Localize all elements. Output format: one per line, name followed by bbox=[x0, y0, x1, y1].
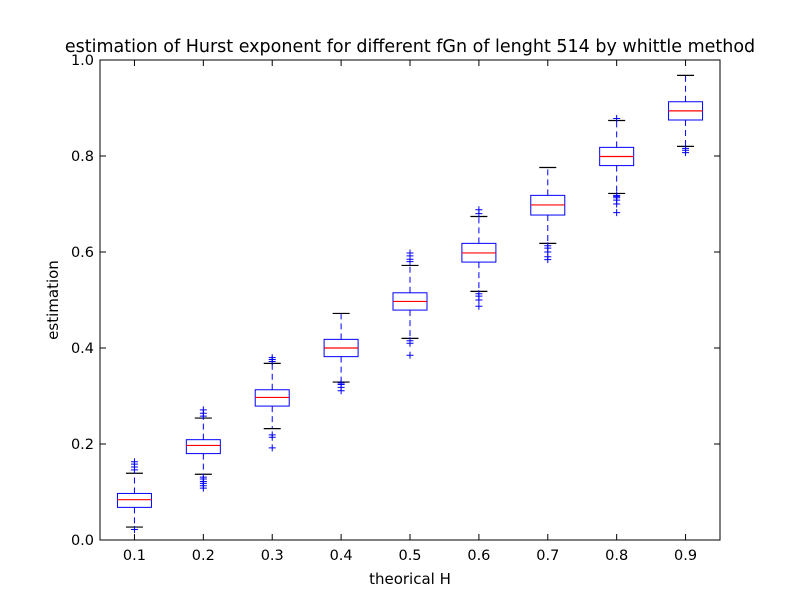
outlier-point bbox=[268, 431, 276, 439]
outlier-point bbox=[613, 115, 621, 123]
outlier-point bbox=[406, 249, 414, 257]
outlier-point bbox=[337, 379, 345, 387]
y-tick-label: 0.2 bbox=[71, 437, 94, 453]
y-tick-label: 0.8 bbox=[71, 149, 94, 165]
y-axis-label: estimation bbox=[44, 260, 62, 340]
x-tick-label: 0.8 bbox=[605, 548, 628, 564]
outlier-point bbox=[406, 337, 414, 345]
outlier-point bbox=[268, 354, 276, 362]
x-tick-label: 0.9 bbox=[674, 548, 697, 564]
outlier-point bbox=[199, 406, 207, 414]
box-group bbox=[668, 74, 704, 157]
x-tick-label: 0.3 bbox=[261, 548, 284, 564]
y-tick-label: 0.6 bbox=[71, 245, 94, 261]
x-tick-label: 0.7 bbox=[536, 548, 559, 564]
outlier-point bbox=[130, 525, 138, 533]
x-tick-label: 0.6 bbox=[467, 548, 490, 564]
x-tick-label: 0.5 bbox=[398, 548, 421, 564]
box-group bbox=[599, 115, 635, 217]
x-tick-label: 0.1 bbox=[123, 548, 146, 564]
outlier-point bbox=[475, 302, 483, 310]
x-axis-label: theorical H bbox=[369, 570, 451, 588]
outlier-point bbox=[268, 444, 276, 452]
box-group bbox=[461, 206, 497, 310]
x-tick-label: 0.2 bbox=[192, 548, 215, 564]
box bbox=[116, 492, 152, 508]
box-group bbox=[254, 354, 290, 452]
y-tick-label: 0.0 bbox=[71, 533, 94, 549]
outlier-point bbox=[130, 458, 138, 466]
axis-ticks: 0.1 0.2 0.3 0.4 0.5 0.6 0.7 0.8 0.9 0.0 0.2 0.4 0.6 0… bbox=[71, 53, 720, 564]
box-group bbox=[185, 406, 221, 492]
box bbox=[185, 439, 221, 455]
outlier-point bbox=[544, 242, 552, 250]
y-tick-label: 0.4 bbox=[71, 341, 94, 357]
plot-frame bbox=[99, 59, 721, 541]
box-group bbox=[530, 166, 566, 264]
outlier-point bbox=[475, 206, 483, 214]
outlier-point bbox=[682, 144, 690, 152]
box-group bbox=[116, 458, 152, 533]
outlier-point bbox=[199, 473, 207, 481]
outlier-point bbox=[613, 191, 621, 199]
y-tick-label: 1.0 bbox=[71, 53, 94, 69]
outlier-point bbox=[613, 209, 621, 217]
plot-area bbox=[116, 74, 704, 533]
box-group bbox=[323, 312, 359, 395]
outlier-point bbox=[406, 351, 414, 359]
box-group bbox=[392, 249, 428, 359]
x-tick-label: 0.4 bbox=[330, 548, 353, 564]
outlier-point bbox=[475, 290, 483, 298]
chart-title: estimation of Hurst exponent for differe… bbox=[65, 37, 755, 57]
